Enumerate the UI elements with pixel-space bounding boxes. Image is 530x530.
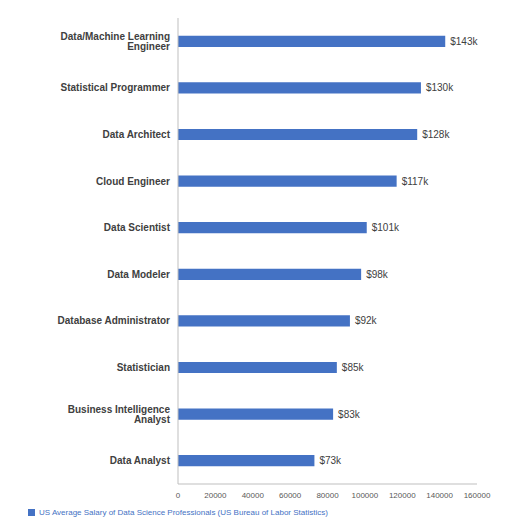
svg-text:$83k: $83k — [338, 409, 361, 420]
svg-text:Data/Machine LearningEngineer: Data/Machine LearningEngineer — [61, 31, 171, 52]
svg-text:Business IntelligenceAnalyst: Business IntelligenceAnalyst — [68, 404, 171, 425]
svg-text:Database Administrator: Database Administrator — [58, 315, 171, 326]
svg-text:$130k: $130k — [426, 82, 454, 93]
svg-text:60000: 60000 — [279, 491, 302, 500]
svg-text:Data Analyst: Data Analyst — [110, 455, 171, 466]
svg-text:$98k: $98k — [366, 269, 389, 280]
svg-text:0: 0 — [176, 491, 181, 500]
svg-text:Data Modeler: Data Modeler — [107, 269, 170, 280]
svg-text:$128k: $128k — [422, 129, 450, 140]
svg-text:40000: 40000 — [242, 491, 265, 500]
svg-text:80000: 80000 — [316, 491, 339, 500]
html-text:US Average Salary of Data Scie: US Average Salary of Data Science Profes… — [39, 508, 328, 517]
svg-text:Data Architect: Data Architect — [103, 129, 171, 140]
svg-text:$117k: $117k — [402, 176, 430, 187]
svg-text:100000: 100000 — [352, 491, 379, 500]
svg-text:20000: 20000 — [204, 491, 227, 500]
svg-text:$85k: $85k — [342, 362, 365, 373]
svg-text:Statistical Programmer: Statistical Programmer — [61, 82, 171, 93]
svg-text:Statistician: Statistician — [117, 362, 170, 373]
svg-text:$92k: $92k — [355, 315, 378, 326]
svg-text:Data Scientist: Data Scientist — [104, 222, 171, 233]
svg-text:Cloud Engineer: Cloud Engineer — [96, 176, 170, 187]
svg-text:120000: 120000 — [389, 491, 416, 500]
svg-text:$73k: $73k — [319, 455, 342, 466]
svg-text:$101k: $101k — [372, 222, 400, 233]
svg-text:140000: 140000 — [426, 491, 453, 500]
svg-text:$143k: $143k — [450, 36, 478, 47]
svg-text:160000: 160000 — [464, 491, 491, 500]
